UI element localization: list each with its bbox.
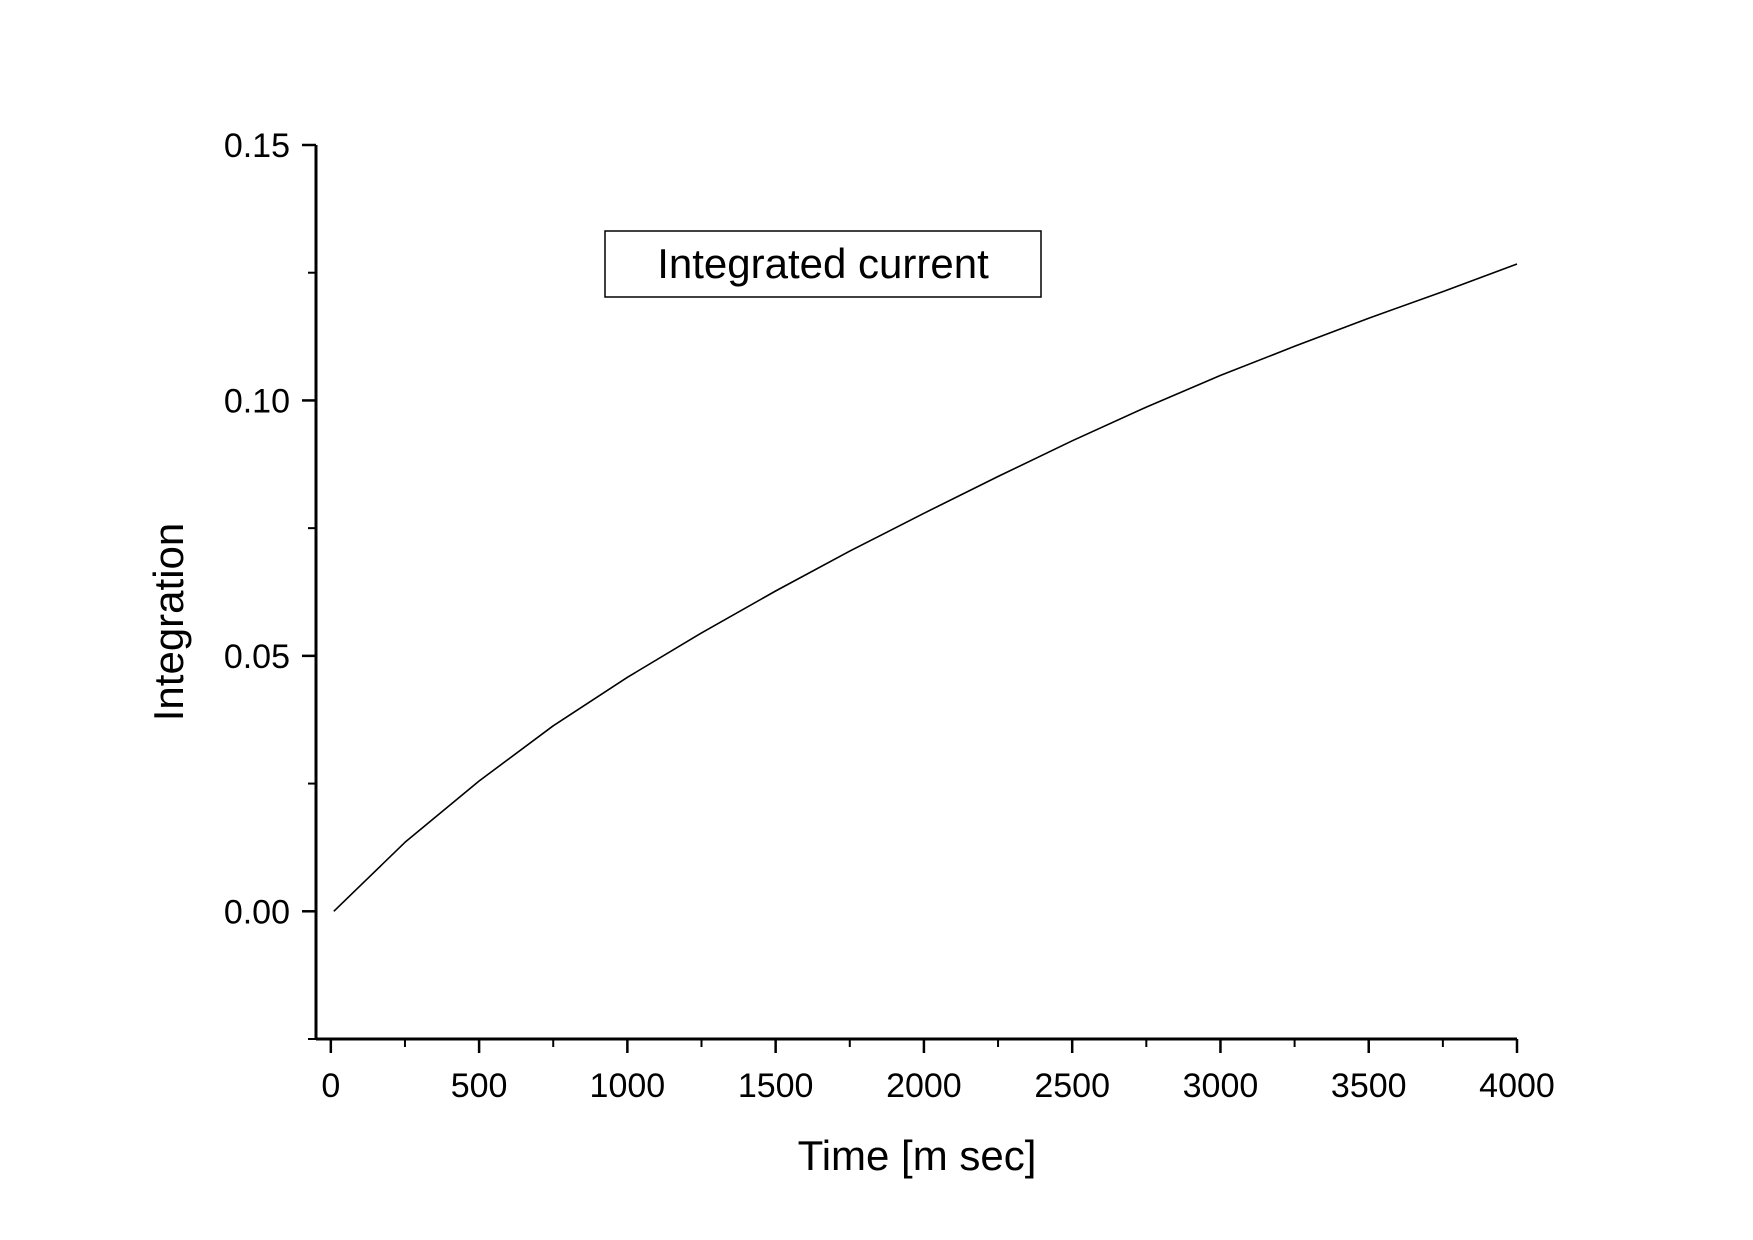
y-tick-label: 0.05 [224, 638, 290, 676]
x-tick-label: 1500 [738, 1067, 814, 1105]
y-tick-label: 0.00 [224, 893, 290, 931]
x-axis-title: Time [m sec] [798, 1132, 1037, 1179]
x-tick-label: 3500 [1331, 1067, 1407, 1105]
series-layer [333, 263, 1518, 912]
legend-label: Integrated current [657, 240, 989, 287]
y-tick-label: 0.10 [224, 382, 290, 420]
legend: Integrated current [604, 230, 1042, 298]
x-tick-label: 2500 [1034, 1067, 1110, 1105]
legend-box [604, 230, 1042, 298]
x-tick-label: 0 [321, 1067, 340, 1105]
x-tick-label: 1000 [590, 1067, 666, 1105]
x-tick-label: 2000 [886, 1067, 962, 1105]
axes [314, 145, 1517, 1041]
x-tick-label: 3000 [1183, 1067, 1259, 1105]
ticks [302, 143, 1519, 1053]
y-axis-title: Integration [145, 523, 192, 721]
tick-labels: 0 500 1000 1500 2000 2500 3000 3500 4000 0.00 0.05… [224, 127, 1555, 1105]
x-tick-label: 500 [451, 1067, 508, 1105]
x-tick-label: 4000 [1479, 1067, 1555, 1105]
series-line-0 [333, 263, 1518, 912]
y-tick-label: 0.15 [224, 127, 290, 165]
